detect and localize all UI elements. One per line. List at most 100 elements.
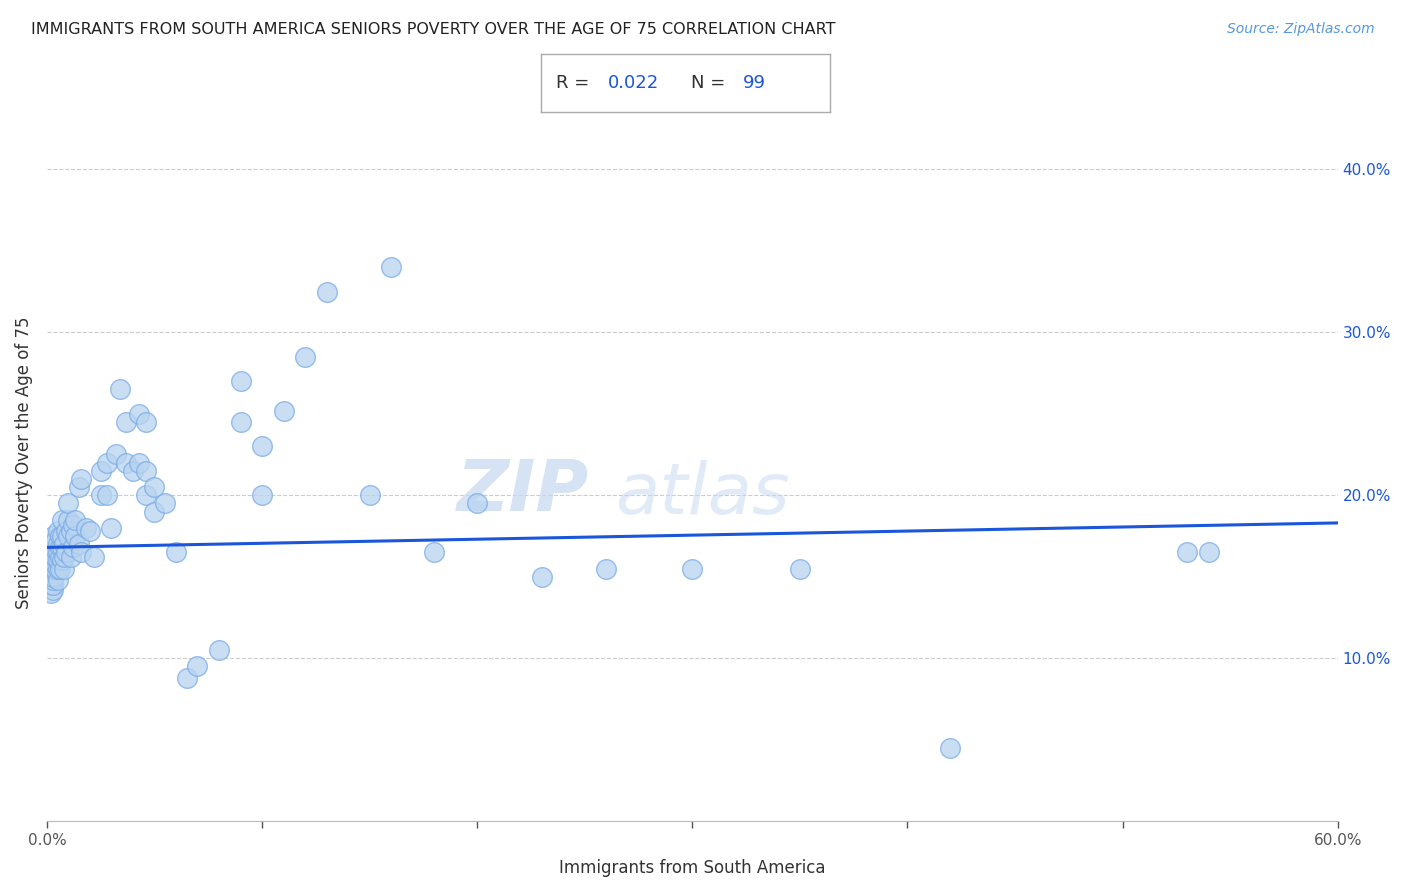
Point: [63, 529, 86, 543]
Point: [83, 550, 105, 565]
Point: [49, 541, 72, 555]
Point: [63, 513, 86, 527]
Point: [100, 521, 122, 535]
Text: N =: N =: [692, 73, 731, 92]
Point: [39, 578, 62, 592]
Text: ZIP: ZIP: [457, 457, 589, 525]
Point: [46, 561, 69, 575]
Point: [42, 545, 65, 559]
Point: [49, 561, 72, 575]
Point: [39, 570, 62, 584]
Point: [39, 545, 62, 559]
Point: [46, 553, 69, 567]
Point: [67, 480, 90, 494]
Point: [294, 350, 316, 364]
Point: [51, 541, 73, 555]
Point: [59, 550, 82, 565]
Point: [143, 480, 166, 494]
Point: [42, 529, 65, 543]
Point: [229, 415, 252, 429]
Point: [49, 529, 72, 543]
Text: Source: ZipAtlas.com: Source: ZipAtlas.com: [1227, 22, 1375, 37]
Point: [229, 374, 252, 388]
X-axis label: Immigrants from South America: Immigrants from South America: [560, 859, 825, 877]
Point: [176, 671, 198, 685]
Point: [595, 561, 617, 575]
Point: [423, 545, 446, 559]
Point: [44, 550, 66, 565]
Point: [115, 415, 138, 429]
Point: [42, 570, 65, 584]
Point: [530, 570, 553, 584]
Point: [135, 464, 157, 478]
Point: [46, 545, 69, 559]
Point: [128, 407, 150, 421]
Point: [42, 582, 65, 597]
Point: [53, 561, 76, 575]
Point: [155, 496, 177, 510]
Point: [208, 643, 231, 657]
Point: [681, 561, 703, 575]
Point: [51, 553, 73, 567]
Point: [39, 561, 62, 575]
Point: [53, 550, 76, 565]
Text: IMMIGRANTS FROM SOUTH AMERICA SENIORS POVERTY OVER THE AGE OF 75 CORRELATION CHA: IMMIGRANTS FROM SOUTH AMERICA SENIORS PO…: [31, 22, 835, 37]
Point: [44, 541, 66, 556]
Point: [39, 553, 62, 567]
Point: [67, 537, 90, 551]
Point: [59, 524, 82, 538]
Point: [55, 545, 77, 559]
Text: R =: R =: [555, 73, 595, 92]
Y-axis label: Seniors Poverty Over the Age of 75: Seniors Poverty Over the Age of 75: [15, 317, 32, 609]
Point: [53, 537, 76, 551]
Point: [62, 517, 84, 532]
Point: [96, 456, 118, 470]
Point: [315, 285, 337, 299]
Point: [46, 524, 69, 538]
Point: [44, 533, 66, 548]
Text: 0.022: 0.022: [607, 73, 659, 92]
Point: [70, 545, 93, 559]
Point: [96, 488, 118, 502]
Point: [250, 488, 273, 502]
Point: [42, 553, 65, 567]
Point: [70, 472, 93, 486]
Point: [44, 561, 66, 575]
Point: [46, 537, 69, 551]
Point: [38, 561, 60, 575]
Point: [51, 529, 73, 543]
Point: [46, 573, 69, 587]
Point: [58, 529, 80, 543]
Point: [1175, 545, 1198, 559]
Point: [58, 496, 80, 510]
Point: [90, 488, 112, 502]
Point: [62, 541, 84, 555]
Point: [359, 488, 381, 502]
Point: [39, 586, 62, 600]
Point: [42, 573, 65, 587]
Point: [75, 521, 97, 535]
Point: [380, 260, 402, 274]
Point: [108, 382, 131, 396]
Point: [104, 448, 127, 462]
Point: [55, 524, 77, 538]
Point: [122, 464, 145, 478]
Point: [51, 513, 73, 527]
Point: [38, 570, 60, 584]
Point: [165, 545, 187, 559]
Point: [128, 456, 150, 470]
Point: [143, 504, 166, 518]
Text: 99: 99: [742, 73, 766, 92]
Point: [135, 415, 157, 429]
Point: [42, 578, 65, 592]
Point: [42, 537, 65, 551]
Point: [39, 550, 62, 565]
Point: [1198, 545, 1220, 559]
Point: [115, 456, 138, 470]
Text: atlas: atlas: [614, 460, 789, 529]
Point: [465, 496, 488, 510]
Point: [789, 561, 811, 575]
Point: [250, 439, 273, 453]
Point: [90, 464, 112, 478]
Point: [939, 740, 962, 755]
